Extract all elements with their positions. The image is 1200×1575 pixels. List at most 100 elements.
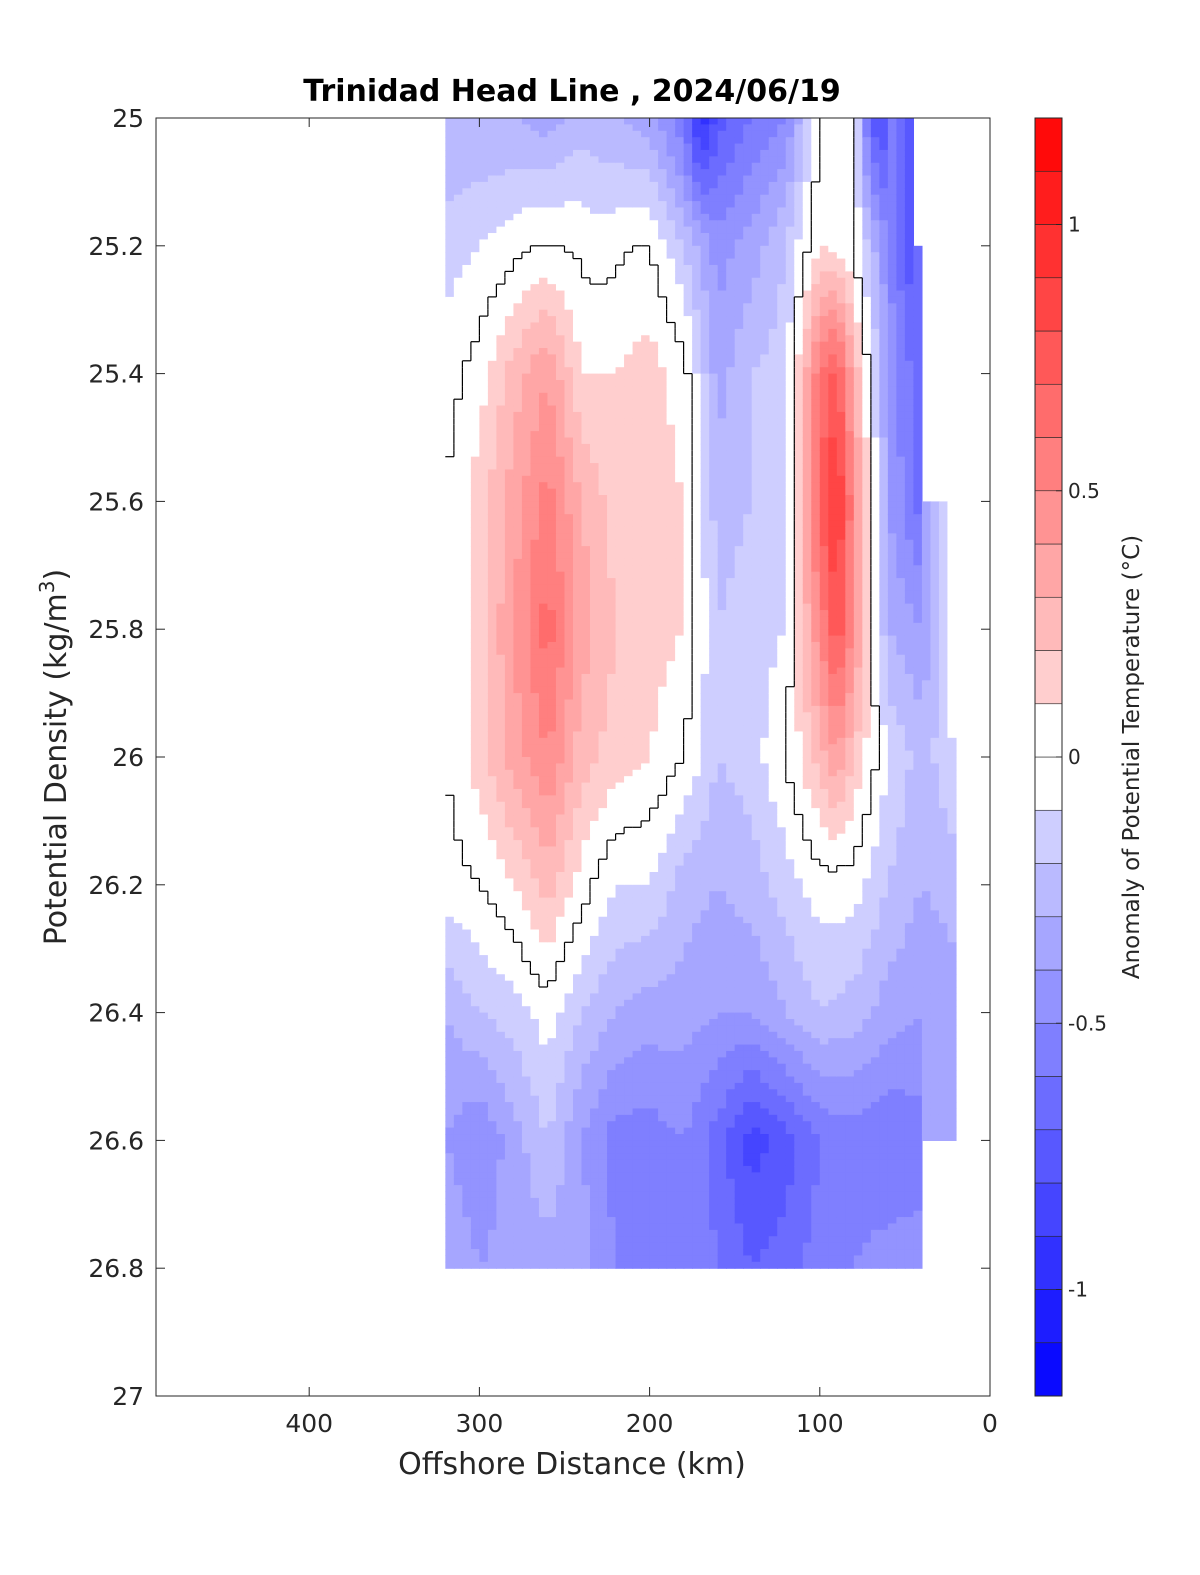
contour-cell [581, 1153, 591, 1161]
contour-cell [538, 149, 549, 157]
contour-cell [504, 782, 515, 790]
contour-cell [513, 731, 523, 739]
contour-cell [624, 865, 634, 873]
contour-cell [598, 1191, 608, 1199]
contour-cell [590, 322, 600, 330]
contour-cell [547, 303, 557, 311]
contour-cell [573, 725, 583, 733]
contour-cell [658, 1134, 668, 1141]
contour-cell [462, 1261, 472, 1269]
contour-cell [513, 316, 523, 324]
contour-cell [615, 616, 625, 624]
contour-cell [504, 967, 515, 975]
contour-cell [530, 865, 540, 873]
contour-cell [615, 194, 625, 202]
contour-cell [615, 961, 625, 969]
contour-cell [615, 437, 625, 445]
contour-cell [666, 641, 676, 649]
contour-cell [555, 220, 566, 228]
contour-cell [513, 1172, 523, 1180]
contour-cell [590, 974, 600, 982]
contour-cell [658, 443, 668, 451]
contour-cell [487, 194, 498, 202]
contour-cell [462, 1006, 472, 1014]
contour-cell [521, 852, 532, 860]
contour-cell [573, 296, 583, 304]
contour-cell [538, 348, 549, 356]
contour-cell [590, 296, 600, 304]
contour-cell [641, 367, 651, 375]
contour-cell [479, 443, 489, 451]
contour-cell [624, 501, 634, 509]
contour-cell [666, 942, 676, 950]
contour-cell [658, 923, 668, 931]
contour-cell [530, 1140, 540, 1148]
contour-cell [581, 552, 591, 560]
contour-cell [590, 341, 600, 349]
contour-cell [649, 699, 659, 707]
contour-cell [521, 316, 532, 324]
contour-cell [538, 1159, 549, 1167]
contour-cell [632, 673, 642, 681]
contour-cell [487, 520, 498, 528]
contour-cell [615, 827, 625, 835]
contour-cell [547, 1063, 557, 1071]
contour-cell [564, 1114, 574, 1122]
contour-cell [504, 731, 515, 739]
contour-cell [666, 169, 676, 177]
contour-cell [479, 213, 489, 221]
contour-cell [530, 1242, 540, 1250]
contour-cell [487, 1006, 498, 1014]
contour-cell [445, 769, 455, 777]
contour-cell [462, 284, 472, 292]
contour-cell [513, 463, 523, 471]
contour-cell [538, 552, 549, 560]
contour-cell [453, 533, 463, 541]
contour-cell [649, 309, 659, 317]
contour-cell [598, 578, 608, 586]
contour-cell [547, 264, 557, 272]
contour-cell [624, 405, 634, 413]
contour-cell [538, 788, 549, 796]
contour-cell [624, 1044, 634, 1052]
contour-cell [496, 935, 506, 943]
contour-cell [462, 565, 472, 573]
contour-cell [564, 603, 574, 611]
contour-cell [607, 386, 617, 394]
contour-cell [615, 737, 625, 745]
contour-cell [496, 603, 506, 611]
contour-cell [487, 143, 498, 151]
contour-cell [513, 431, 523, 439]
contour-cell [632, 648, 642, 656]
contour-cell [649, 1044, 659, 1052]
contour-cell [607, 1249, 617, 1257]
contour-cell [581, 411, 591, 419]
contour-cell [590, 763, 600, 771]
contour-cell [675, 367, 685, 375]
contour-cell [470, 373, 480, 381]
contour-cell [649, 980, 659, 988]
contour-cell [530, 712, 540, 720]
contour-cell [470, 418, 480, 426]
contour-cell [581, 718, 591, 726]
contour-cell [649, 725, 659, 733]
contour-cell [607, 1038, 617, 1046]
contour-cell [445, 935, 455, 943]
contour-cell [573, 424, 583, 432]
contour-cell [564, 194, 574, 202]
contour-cell [504, 1089, 515, 1097]
contour-cell [573, 884, 583, 892]
contour-cell [564, 903, 574, 911]
contour-cell [632, 782, 642, 790]
contour-cell [607, 718, 617, 726]
contour-cell [462, 654, 472, 662]
contour-cell [496, 661, 506, 669]
contour-cell [632, 629, 642, 637]
contour-cell [555, 175, 566, 183]
contour-cell [632, 546, 642, 554]
contour-cell [581, 1223, 591, 1231]
contour-cell [607, 1140, 617, 1148]
contour-cell [453, 181, 463, 189]
contour-cell [573, 1134, 583, 1141]
contour-cell [624, 1070, 634, 1078]
